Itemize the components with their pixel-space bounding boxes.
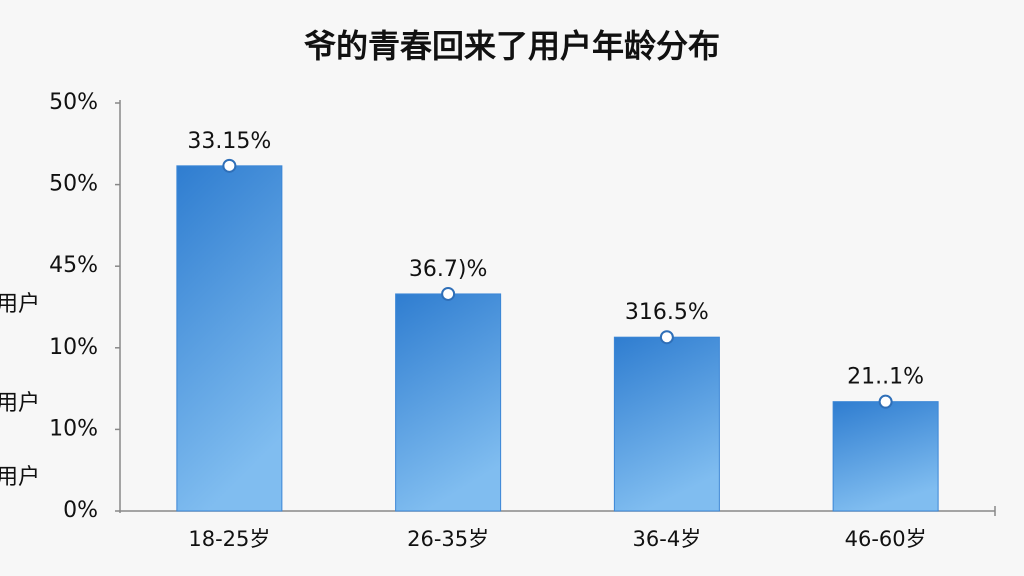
bar-dot (878, 394, 893, 409)
x-tick-label: 26-35岁 (407, 527, 489, 551)
bar (395, 293, 502, 512)
y-tick-label: 45% (49, 253, 98, 278)
y-tick-label: 10% (49, 335, 98, 360)
axis-annotation: 用户 (0, 391, 40, 416)
data-label: 21..1% (847, 365, 924, 390)
axis-annotation: 用户 (0, 292, 40, 317)
data-label: 33.15% (187, 129, 271, 154)
chart-title: 爷的青春回来了用户年龄分布 (304, 27, 720, 65)
axis-annotation: 用户 (0, 465, 40, 490)
bar (613, 336, 720, 512)
y-tick-label: 10% (49, 416, 98, 441)
bar-dot (659, 330, 674, 345)
x-tick-label: 36-4岁 (633, 527, 702, 551)
y-tick-label: 50% (49, 90, 98, 115)
x-tick-label: 46-60岁 (845, 527, 927, 551)
bar-dot (222, 158, 237, 173)
data-label: 316.5% (625, 300, 709, 325)
data-label: 36.7)% (409, 257, 487, 282)
y-tick-label: 0% (63, 498, 98, 523)
x-tick-label: 18-25岁 (188, 527, 270, 551)
y-tick-label: 50% (49, 172, 98, 197)
bar-dot (441, 286, 456, 301)
bar (176, 165, 283, 512)
bar (832, 401, 939, 512)
